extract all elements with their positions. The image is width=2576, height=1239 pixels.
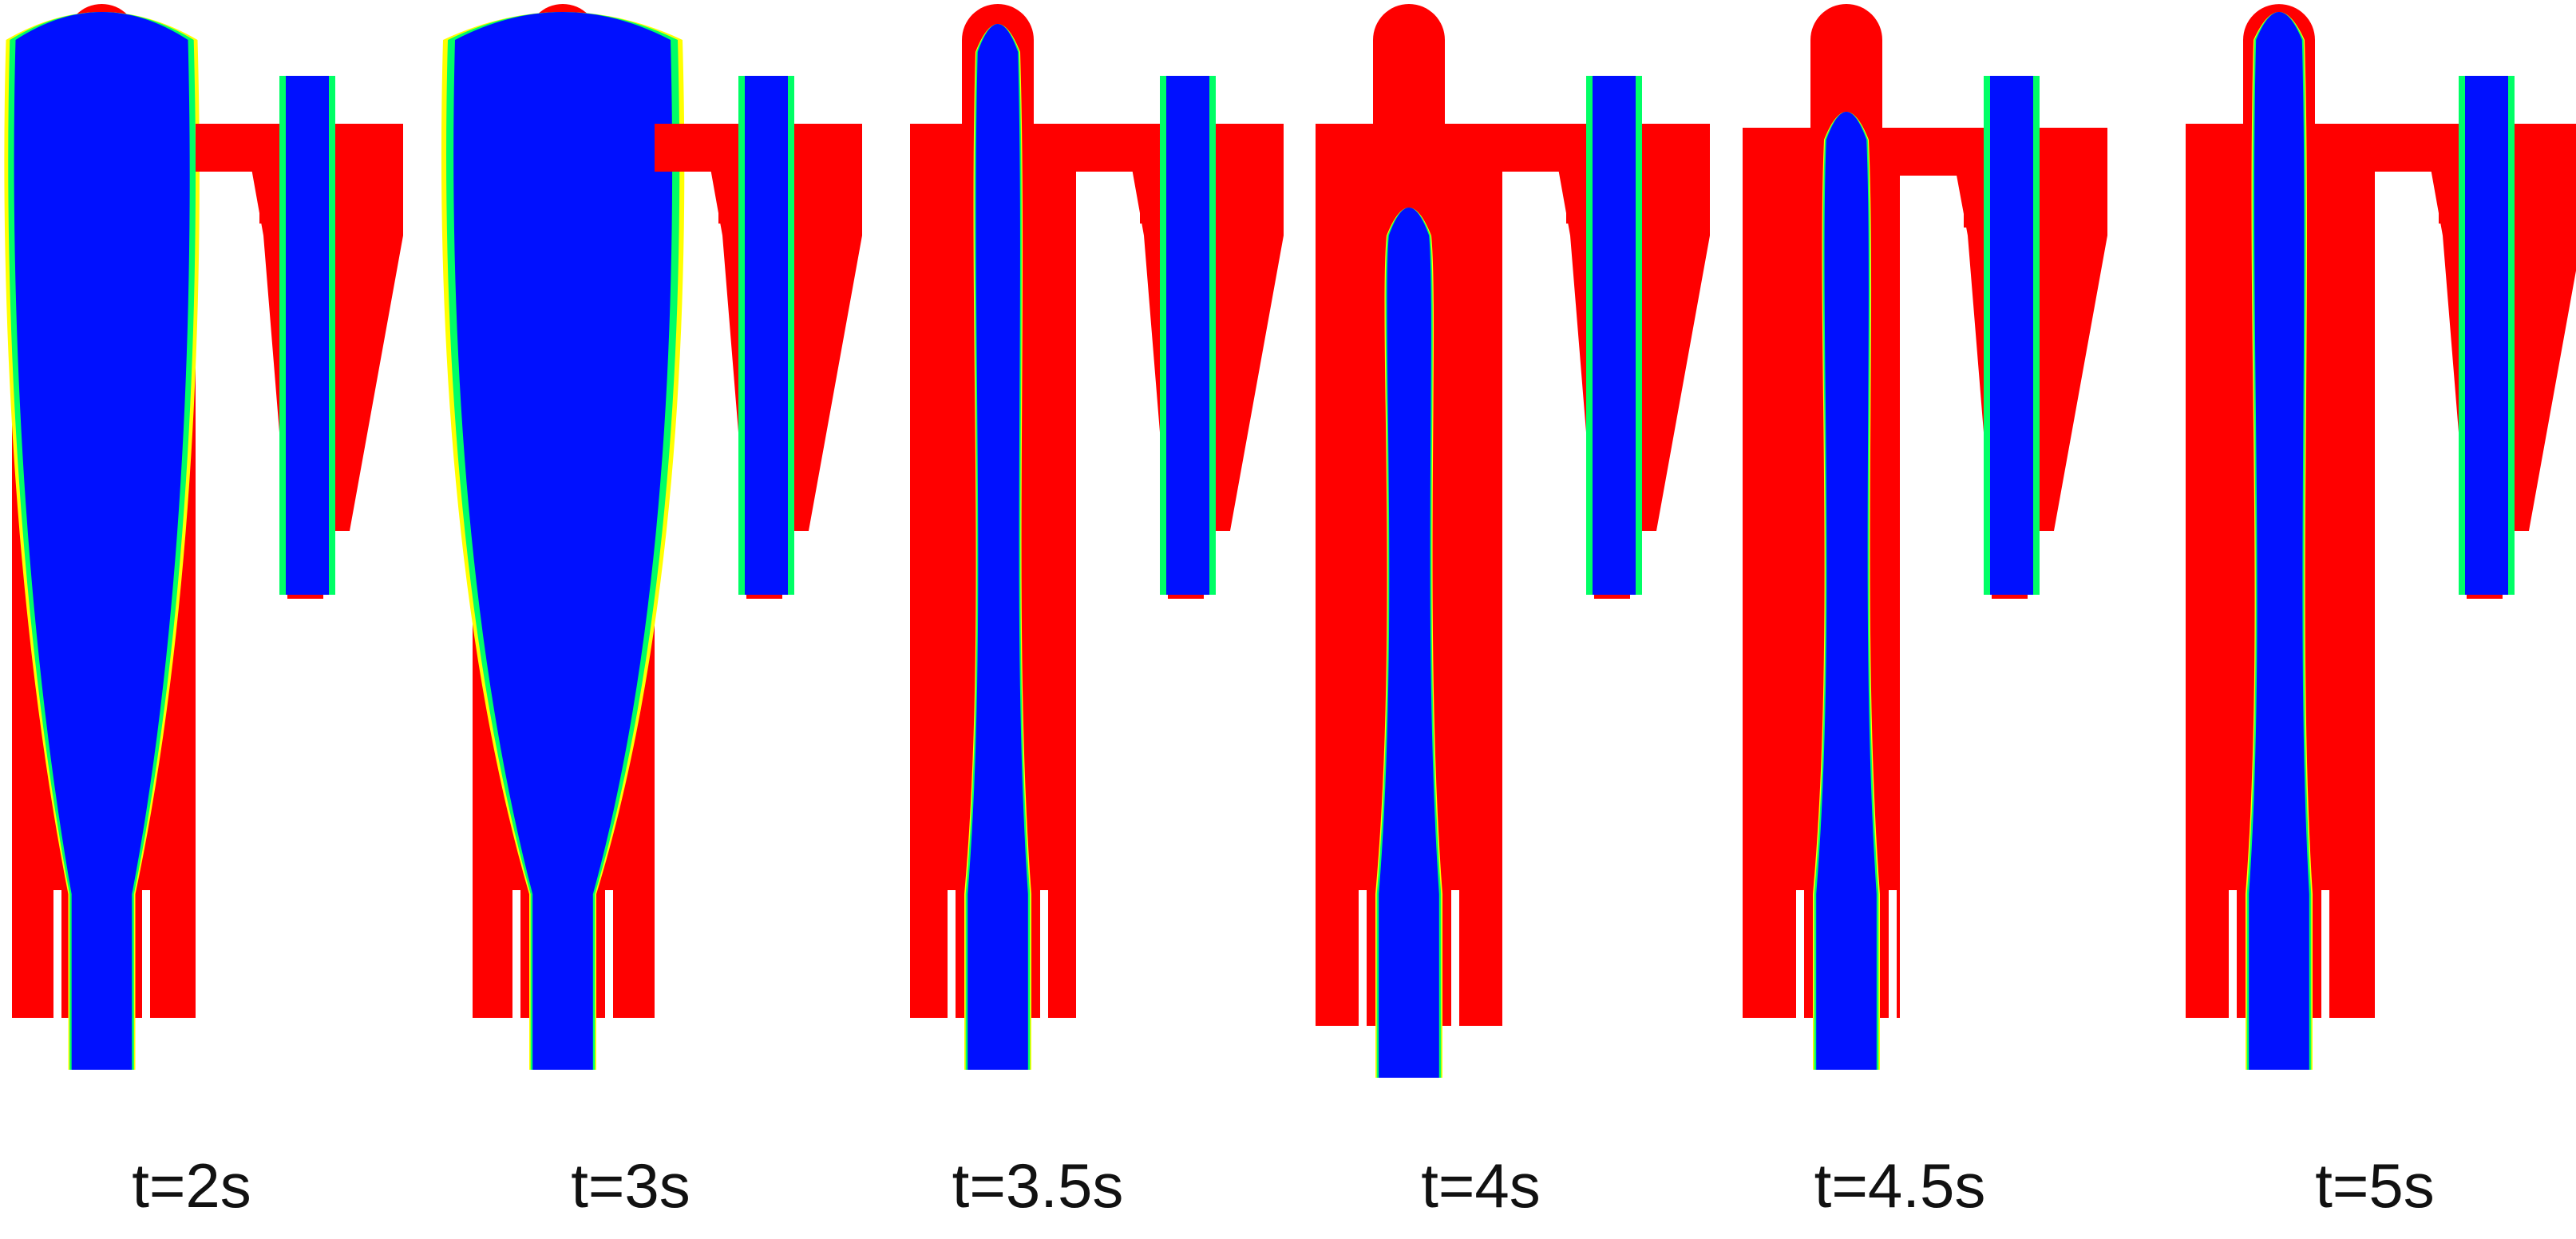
separator-core [1593, 76, 1636, 595]
frame-label-5: t=4.5s [1814, 1150, 1986, 1221]
outlet-wall-left [1359, 890, 1367, 1026]
outlet-wall-right [142, 890, 150, 1018]
outlet-wall-right [1451, 890, 1459, 1026]
frame-4 [1316, 4, 1710, 1078]
separator-core [745, 76, 788, 595]
outlet-wall-right [605, 890, 613, 1018]
outlet-wall-left [948, 890, 956, 1018]
outlet-wall-left [2229, 890, 2237, 1018]
frame-label-6: t=5s [2315, 1150, 2435, 1221]
gas-core [1379, 208, 1439, 1078]
frame-6 [2186, 4, 2576, 1070]
outlet-wall-left [53, 890, 61, 1018]
frame-label-2: t=3s [571, 1150, 690, 1221]
gas-core [2249, 12, 2309, 1070]
outlet-wall-left [512, 890, 520, 1018]
gas-core [14, 12, 190, 1070]
separator-core [1990, 76, 2033, 595]
frame-label-1: t=2s [132, 1150, 251, 1221]
outlet-wall-right [1040, 890, 1048, 1018]
separator-core [2465, 76, 2508, 595]
column-top-neck [1810, 4, 1882, 128]
column-top-neck [1373, 4, 1445, 124]
frame-1 [4, 4, 403, 1070]
separator-core [286, 76, 329, 595]
gas-core [1816, 112, 1877, 1070]
frame-5 [1743, 4, 2107, 1070]
outlet-wall-right [2321, 890, 2329, 1018]
gas-core [453, 12, 673, 1070]
gas-core [967, 24, 1028, 1070]
separator-core [1166, 76, 1209, 595]
frame-label-4: t=4s [1421, 1150, 1541, 1221]
frame-2 [441, 4, 862, 1070]
frame-label-3: t=3.5s [952, 1150, 1124, 1221]
outlet-wall-left [1796, 890, 1804, 1018]
frame-3 [910, 4, 1284, 1070]
outlet-wall-right [1889, 890, 1897, 1018]
